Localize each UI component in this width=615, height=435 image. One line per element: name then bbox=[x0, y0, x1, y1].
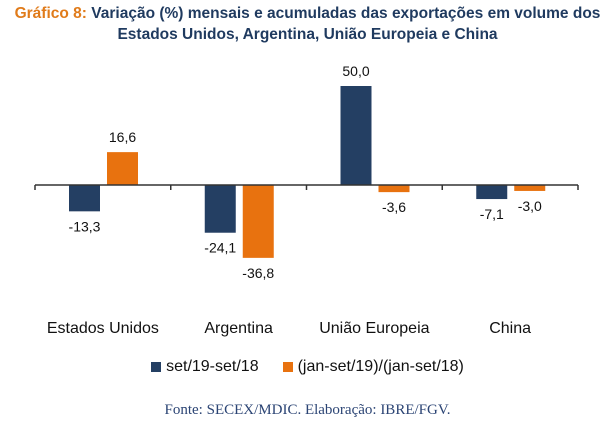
legend-item-series1: set/19-set/18 bbox=[151, 358, 259, 376]
bar-1-0 bbox=[69, 185, 100, 212]
chart-title: Gráfico 8: Variação (%) mensais e acumul… bbox=[0, 3, 615, 45]
legend-swatch-series1 bbox=[151, 362, 162, 372]
legend-item-series2: (jan-set/19)/(jan-set/18) bbox=[282, 358, 464, 376]
source-note: Fonte: SECEX/MDIC. Elaboração: IBRE/FGV. bbox=[164, 402, 451, 418]
data-label-1-3: -7,1 bbox=[480, 206, 504, 222]
bar-2-1 bbox=[242, 185, 274, 258]
bar-2-2 bbox=[378, 185, 410, 193]
data-label-2-3: -3,0 bbox=[518, 198, 542, 214]
bar-1-3 bbox=[476, 185, 508, 200]
data-label-2-0: 16,6 bbox=[109, 129, 136, 145]
legend-label-series1: set/19-set/18 bbox=[166, 358, 259, 375]
data-label-1-0: -13,3 bbox=[69, 218, 101, 234]
legend-label-series2: (jan-set/19)/(jan-set/18) bbox=[297, 358, 464, 375]
chart-title-line2: Estados Unidos, Argentina, União Europei… bbox=[117, 26, 498, 43]
data-label-1-2: 50,0 bbox=[342, 63, 369, 79]
bar-1-1 bbox=[204, 185, 236, 233]
bar-2-0 bbox=[107, 152, 138, 185]
category-label-0: Estados Unidos bbox=[47, 320, 159, 337]
category-label-1: Argentina bbox=[204, 320, 273, 337]
chart-title-prefix: Gráfico 8: bbox=[14, 5, 87, 22]
data-label-2-2: -3,6 bbox=[382, 199, 406, 215]
data-label-1-1: -24,1 bbox=[204, 240, 236, 256]
bar-1-2 bbox=[340, 86, 372, 185]
chart-title-line1: Variação (%) mensais e acumuladas das ex… bbox=[91, 5, 601, 22]
bar-2-3 bbox=[514, 185, 546, 191]
legend: set/19-set/18 (jan-set/19)/(jan-set/18) bbox=[0, 358, 615, 376]
legend-swatch-series2 bbox=[282, 362, 293, 372]
data-label-2-1: -36,8 bbox=[242, 265, 274, 281]
category-label-3: China bbox=[489, 320, 531, 337]
category-label-2: União Europeia bbox=[319, 320, 429, 337]
